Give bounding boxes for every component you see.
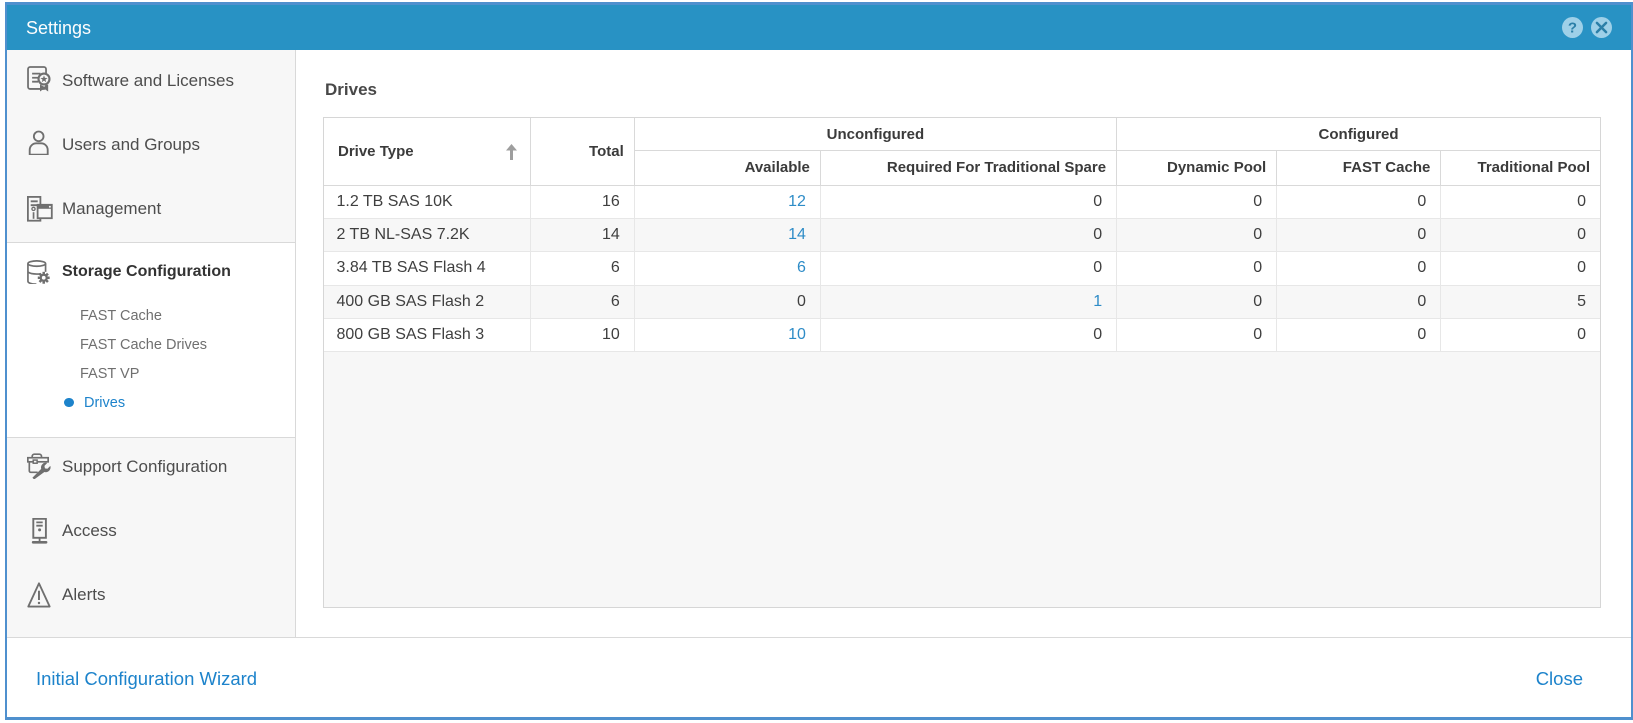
- svg-text:?: ?: [1567, 20, 1576, 37]
